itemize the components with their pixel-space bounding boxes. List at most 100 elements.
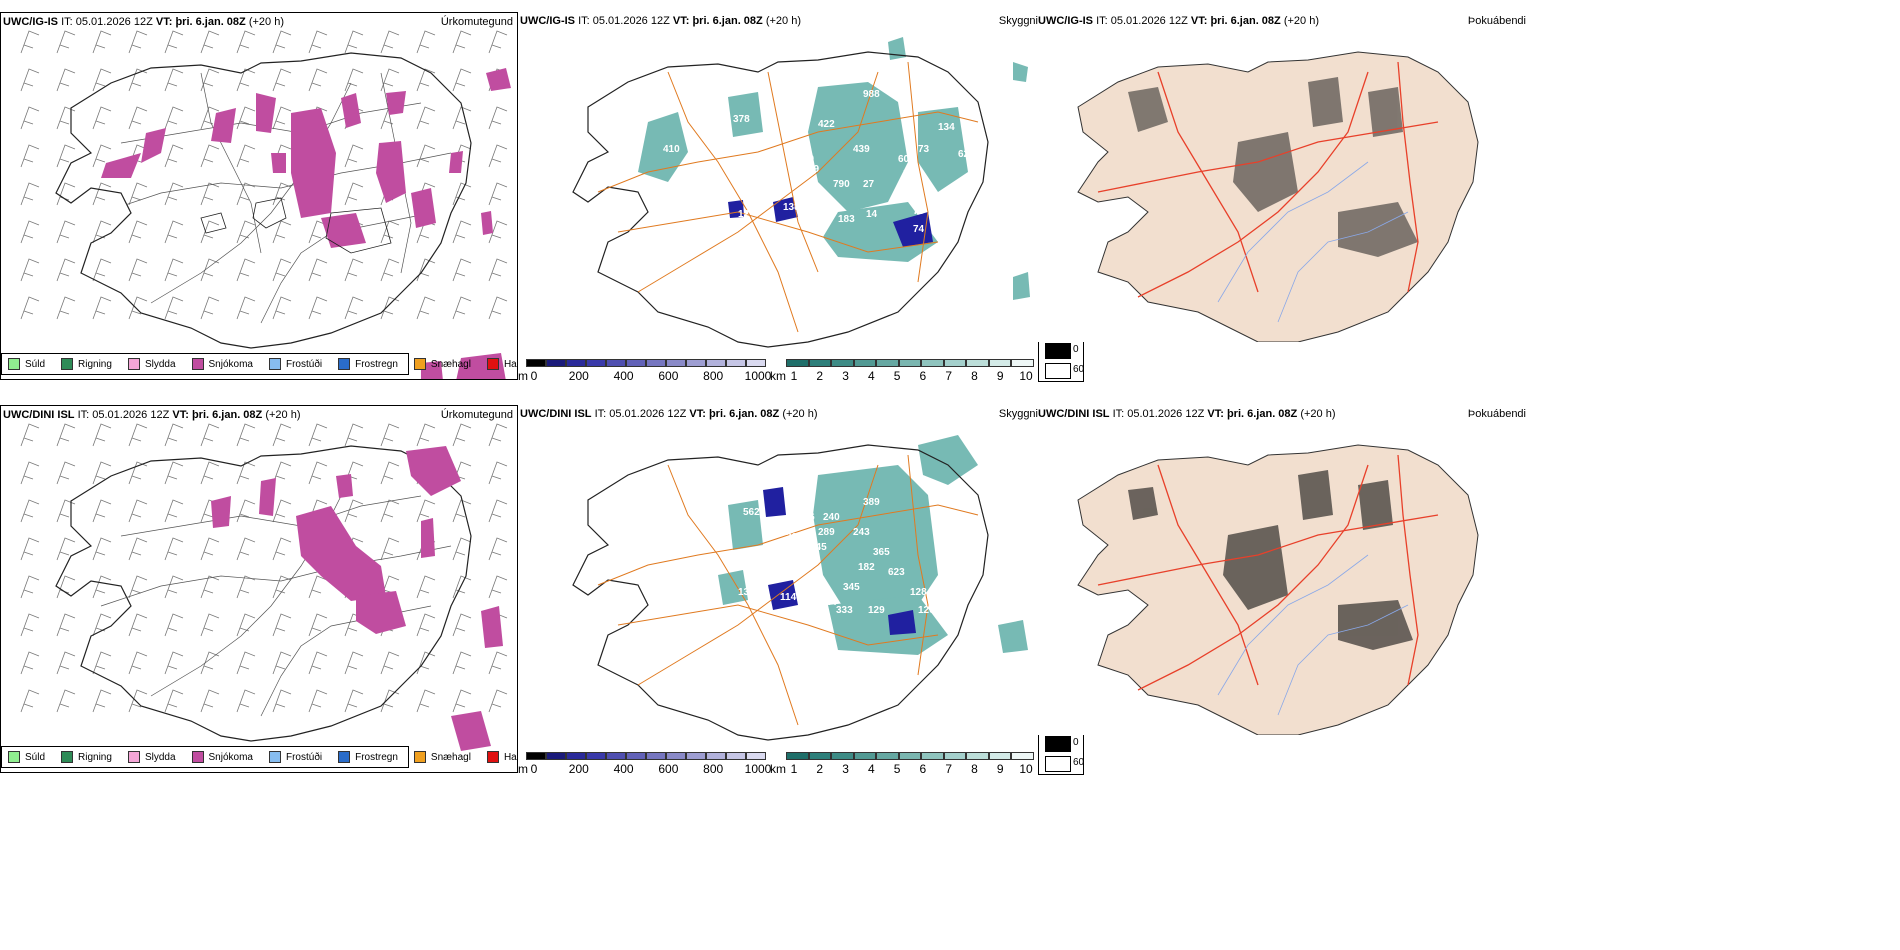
wind-barb (416, 499, 436, 523)
cloud-height-label: 138 (738, 587, 755, 598)
iceland-coastline (55, 445, 472, 742)
wind-barb (56, 499, 76, 523)
wind-barb (20, 296, 40, 320)
cloud-height-label: 129 (868, 605, 885, 616)
wind-barb (236, 68, 256, 92)
colorbar-tick: 3 (842, 369, 849, 380)
legend-rigning: Rigning (61, 358, 112, 370)
colorbar-segment (706, 359, 726, 367)
cloud-height-label: 333 (836, 605, 853, 616)
colorbar-tick: 1 (790, 369, 798, 380)
cloud-height-label: 289 (818, 527, 835, 538)
wind-barb (488, 651, 508, 675)
colorbar-segment (606, 359, 626, 367)
colorbar-segment (626, 359, 646, 367)
wind-barb (56, 68, 76, 92)
precip-title-row1: UWC/IG-IS IT: 05.01.2026 12Z VT: þri. 6.… (3, 16, 284, 28)
wind-barb (308, 613, 328, 637)
wind-barb (488, 689, 508, 713)
colorbar-unit: m (518, 762, 528, 773)
wind-barb (20, 423, 40, 447)
wind-barb (272, 106, 292, 130)
wind-barb (200, 30, 220, 54)
wind-barb (56, 106, 76, 130)
cloud-height-label: 605 (898, 154, 915, 165)
cloud-height-label: 552 (903, 169, 920, 180)
wind-barb (128, 296, 148, 320)
wind-barb (92, 296, 112, 320)
cloud-height-label: 301 (786, 532, 803, 543)
colorbar-segment (966, 752, 989, 760)
colorbar-tick: 10 (1019, 369, 1033, 380)
wind-barb (236, 182, 256, 206)
wind-barb (92, 461, 112, 485)
colorbar-segment (921, 752, 944, 760)
precip-panel-name-row1: Úrkomutegund (440, 16, 513, 28)
road-network (100, 475, 452, 717)
colorbar-tick: 0 (530, 762, 538, 773)
wind-barb (164, 144, 184, 168)
wind-barb (308, 575, 328, 599)
colorbar-unit: m (518, 369, 528, 380)
wind-barb (92, 575, 112, 599)
wind-barb (452, 575, 472, 599)
wind-barb (200, 296, 220, 320)
precip-map-row2 (20, 423, 508, 751)
cloud-height-label: 62 (958, 149, 970, 160)
wind-barb (164, 296, 184, 320)
wind-barb (272, 575, 292, 599)
wind-barb (272, 258, 292, 282)
colorbar-segment (943, 752, 967, 760)
colorbar-tick: 8 (971, 762, 978, 773)
wind-barb (164, 651, 184, 675)
wind-barb (20, 651, 40, 675)
colorbar-tick: 7 (945, 762, 952, 773)
colorbar-tick: 9 (996, 369, 1004, 380)
wind-barb (308, 651, 328, 675)
legend-sudl: Súld (8, 358, 45, 370)
cloud-height-label: 345 (843, 582, 860, 593)
wind-barb (200, 182, 220, 206)
wind-barb (452, 689, 472, 713)
wind-barb (128, 68, 148, 92)
wind-barb (20, 220, 40, 244)
wind-barb (56, 144, 76, 168)
legend-swatch-0 (1045, 736, 1071, 752)
wind-barb (128, 220, 148, 244)
wind-barb (164, 461, 184, 485)
cloud-height-label: 243 (853, 527, 870, 538)
wind-barb (164, 423, 184, 447)
colorbar-tick: 10 (1019, 762, 1033, 773)
river-network (1217, 161, 1409, 323)
wind-barb (344, 499, 364, 523)
colorbar-tick: 6 (919, 369, 927, 380)
wind-barb (452, 613, 472, 637)
wind-barb (164, 182, 184, 206)
wind-barb (380, 689, 400, 713)
wind-barb (272, 220, 292, 244)
wind-barb (164, 30, 184, 54)
wind-barb (92, 106, 112, 130)
legend-sudl: Súld (8, 751, 45, 763)
wind-barb (92, 30, 112, 54)
wind-barb (236, 575, 256, 599)
wind-barb (164, 575, 184, 599)
wind-barb (236, 423, 256, 447)
wind-barb (200, 258, 220, 282)
cloud-height-label: 240 (823, 512, 840, 523)
wind-barb (344, 144, 364, 168)
legend-snjokoma: Snjókoma (191, 751, 253, 763)
road-network (1097, 61, 1439, 298)
wind-barb (272, 651, 292, 675)
wind-barb (452, 106, 472, 130)
cloud-height-label: 74 (913, 224, 925, 235)
cloud-height-label: 439 (853, 144, 870, 155)
precip-panel-row2: UWC/DINI ISL IT: 05.01.2026 12Z VT: þri.… (0, 405, 518, 773)
colorbar-segment (726, 752, 746, 760)
wind-barb (416, 144, 436, 168)
cloud-height-label: 562 (743, 507, 760, 518)
colorbar-tick: 4 (867, 369, 875, 380)
wind-barb (92, 423, 112, 447)
colorbar-segment (706, 752, 726, 760)
